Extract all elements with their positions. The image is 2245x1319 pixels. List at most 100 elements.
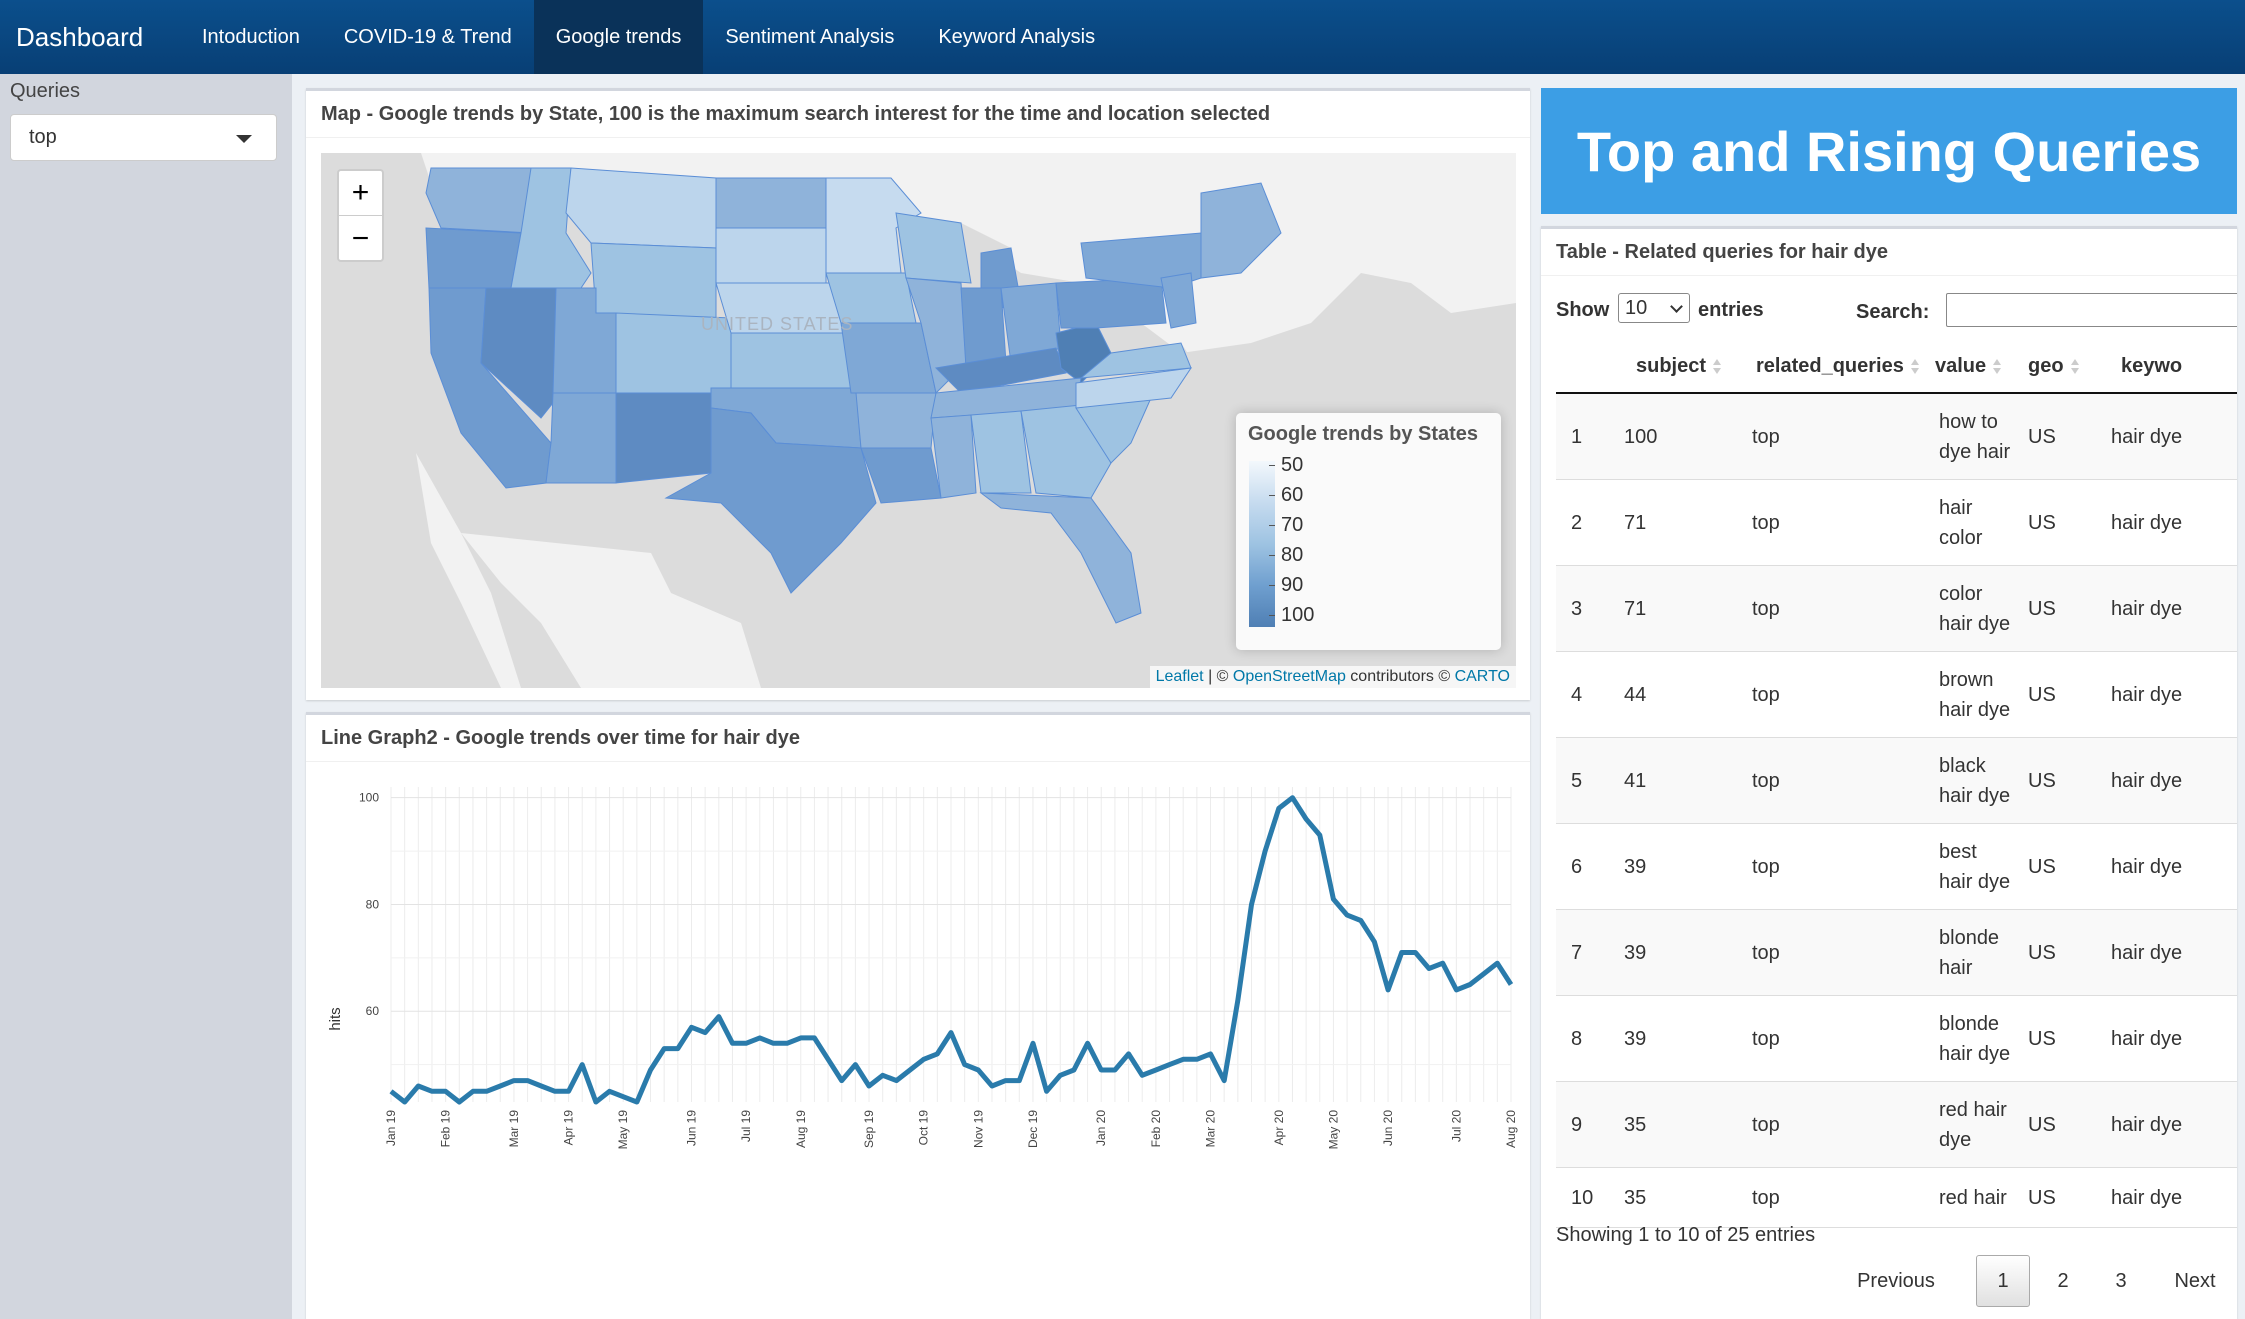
table-controls: Show 10 entries Search: [1556, 291, 2237, 331]
cell-value-line2: hair [1939, 957, 1973, 979]
line-graph-box: Line Graph2 - Google trends over time fo… [306, 712, 1530, 1319]
col-keyword[interactable]: keywo [2121, 355, 2182, 378]
table-info: Showing 1 to 10 of 25 entries [1556, 1224, 1816, 1246]
cell-related-queries: top [1752, 1187, 1780, 1209]
table-row[interactable]: 10 35 top red hair US hair dye [1556, 1168, 2237, 1228]
cell-geo: US [2028, 1187, 2056, 1209]
zoom-out-button[interactable]: − [351, 221, 370, 255]
table-header: subject related_queries value geo keywo [1556, 339, 2237, 394]
col-subject-label: subject [1636, 355, 1707, 377]
legend-tick-80: 80 [1268, 544, 1304, 566]
tab-sentiment-analysis[interactable]: Sentiment Analysis [725, 25, 895, 48]
queries-label: Queries [10, 80, 81, 102]
map-title: Map - Google trends by State, 100 is the… [306, 91, 1530, 138]
attribution-sep: | © [1203, 668, 1233, 685]
table-row[interactable]: 7 39 top blonde hair US hair dye [1556, 910, 2237, 996]
table-row[interactable]: 1 100 top how to dye hair US hair dye [1556, 394, 2237, 480]
row-index: 10 [1571, 1187, 1594, 1209]
col-keyword-label: keywo [2121, 355, 2183, 377]
page-1-button[interactable]: 1 [1976, 1255, 2030, 1307]
next-button[interactable]: Next [2174, 1269, 2216, 1292]
table-row[interactable]: 6 39 top best hair dye US hair dye [1556, 824, 2237, 910]
x-tick-label: Jun 20 [1381, 1110, 1395, 1146]
x-tick-label: Aug 19 [794, 1110, 808, 1148]
col-geo[interactable]: geo [2028, 355, 2080, 378]
tab-covid-trend[interactable]: COVID-19 & Trend [343, 25, 512, 48]
cell-keyword: hair dye [2111, 770, 2183, 792]
table-row[interactable]: 2 71 top hair color US hair dye [1556, 480, 2237, 566]
cell-value-line1: blonde [1939, 927, 2000, 949]
cell-value-line1: brown [1939, 669, 1994, 691]
x-tick-label: May 20 [1326, 1110, 1340, 1150]
col-subject[interactable]: subject [1636, 355, 1722, 378]
us-country-label: UNITED STATES [701, 314, 853, 334]
cell-keyword: hair dye [2111, 598, 2183, 620]
related-queries-table: subject related_queries value geo keywo … [1556, 339, 2237, 1228]
state-arizona [545, 392, 617, 484]
x-tick-label: Jul 20 [1449, 1110, 1463, 1142]
legend-tick-100: 100 [1268, 604, 1315, 626]
leaflet-link[interactable]: Leaflet [1155, 668, 1204, 685]
y-axis-label: hits [327, 1007, 344, 1030]
cell-value-line1: black [1939, 755, 1986, 777]
map-canvas: UNITED STATES [321, 153, 1516, 688]
cell-value: brown hair dye [1939, 652, 2029, 738]
queries-select[interactable]: top [10, 114, 277, 161]
cell-value-line1: hair [1939, 497, 1973, 519]
table-row[interactable]: 4 44 top brown hair dye US hair dye [1556, 652, 2237, 738]
row-index: 2 [1571, 512, 1583, 534]
tab-keyword-analysis[interactable]: Keyword Analysis [938, 25, 1096, 48]
cell-related-queries: top [1752, 512, 1780, 534]
cell-value-line1: red hair [1939, 1099, 2007, 1121]
page-3-button[interactable]: 3 [2115, 1269, 2127, 1292]
state-wisconsin [895, 212, 972, 284]
col-related-queries[interactable]: related_queries [1756, 355, 1920, 378]
sort-icon [2070, 358, 2080, 375]
attribution-mid: contributors © [1345, 668, 1455, 685]
chevron-down-icon [1670, 300, 1683, 313]
legend-tick-90: 90 [1268, 574, 1304, 596]
row-index: 5 [1571, 770, 1583, 792]
previous-button[interactable]: Previous [1857, 1269, 1935, 1292]
page-2-button[interactable]: 2 [2057, 1269, 2069, 1292]
legend-tick-70: 70 [1268, 514, 1304, 536]
x-tick-label: Nov 19 [971, 1110, 985, 1148]
zoom-in-button[interactable]: + [339, 171, 382, 216]
cell-keyword: hair dye [2111, 512, 2183, 534]
table-row[interactable]: 3 71 top color hair dye US hair dye [1556, 566, 2237, 652]
search-input[interactable] [1946, 293, 2237, 327]
tab-introduction[interactable]: Intoduction [202, 25, 300, 48]
state-kansas [730, 332, 852, 389]
search-label: Search: [1856, 301, 1930, 323]
cell-value-line1: blonde [1939, 1013, 2000, 1035]
state-oregon [425, 227, 522, 289]
cell-value: how to dye hair [1939, 394, 2029, 480]
col-related-queries-label: related_queries [1756, 355, 1904, 377]
line-graph-title: Line Graph2 - Google trends over time fo… [306, 715, 1530, 762]
sidebar: Queries top [0, 74, 292, 1319]
table-row[interactable]: 9 35 top red hair dye US hair dye [1556, 1082, 2237, 1168]
osm-link[interactable]: OpenStreetMap [1232, 668, 1346, 685]
mexico-land [461, 533, 761, 688]
table-row[interactable]: 8 39 top blonde hair dye US hair dye [1556, 996, 2237, 1082]
tab-google-trends[interactable]: Google trends [533, 0, 704, 74]
table-row[interactable]: 5 41 top black hair dye US hair dye [1556, 738, 2237, 824]
row-index: 7 [1571, 942, 1583, 964]
legend-title: Google trends by States [1248, 423, 1479, 445]
leaflet-map[interactable]: UNITED STATES + − Google trends by State… [321, 153, 1516, 688]
cell-value: blonde hair [1939, 910, 2029, 996]
legend-colorbar [1249, 461, 1275, 627]
entries-select[interactable]: 10 [1618, 293, 1690, 323]
col-value[interactable]: value [1935, 355, 2002, 378]
state-nevada [480, 287, 557, 419]
entries-label: entries [1698, 299, 1764, 321]
cell-value: hair color [1939, 480, 2029, 566]
x-tick-label: Apr 20 [1272, 1110, 1286, 1146]
cell-value: red hair dye [1939, 1082, 2029, 1168]
cell-geo: US [2028, 684, 2056, 706]
cell-related-queries: top [1752, 1028, 1780, 1050]
dashboard-brand[interactable]: Dashboard [16, 21, 144, 52]
state-north-carolina [1075, 367, 1193, 409]
cell-value: color hair dye [1939, 566, 2029, 652]
carto-link[interactable]: CARTO [1454, 668, 1510, 685]
